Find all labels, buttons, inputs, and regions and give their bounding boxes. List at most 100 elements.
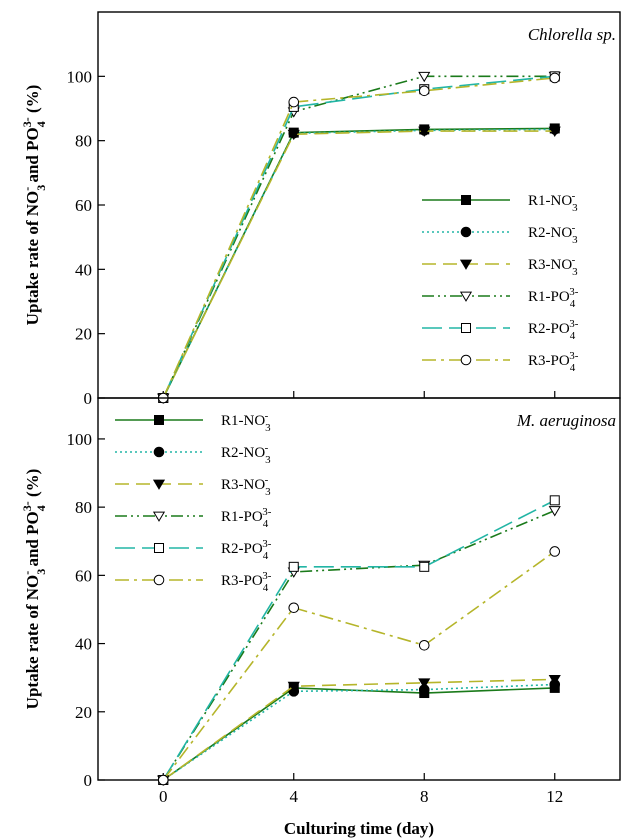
legend-item: R3-NO3- bbox=[115, 474, 271, 498]
legend-marker bbox=[152, 479, 166, 490]
legend-marker bbox=[153, 574, 165, 586]
x-tick-label: 0 bbox=[159, 787, 168, 806]
panel-1: 0 20 40 60 80 100 Chlorella sp. Uptake rate of … bbox=[20, 11, 621, 408]
data-point bbox=[418, 85, 430, 97]
x-tick-label: 12 bbox=[546, 787, 563, 806]
data-point bbox=[548, 506, 561, 517]
data-point bbox=[419, 561, 430, 572]
y-tick-label: 0 bbox=[84, 771, 93, 790]
legend-label: R1-NO3- bbox=[528, 190, 578, 214]
legend-label: R1-NO3- bbox=[221, 410, 271, 434]
y-tick-label: 60 bbox=[75, 196, 92, 215]
legend-marker bbox=[459, 259, 473, 270]
legend-item: R1-PO43- bbox=[422, 286, 579, 310]
series-R2-PO43- bbox=[158, 71, 560, 403]
panel-title: M. aeruginosa bbox=[516, 411, 616, 430]
data-point bbox=[288, 561, 299, 572]
y-tick-label: 60 bbox=[75, 566, 92, 585]
legend-item: R2-PO43- bbox=[422, 318, 579, 342]
legend-label: R2-PO43- bbox=[528, 318, 579, 342]
legend-label: R3-NO3- bbox=[528, 254, 578, 278]
series-line bbox=[162, 77, 555, 399]
data-point bbox=[549, 495, 560, 506]
panel-title: Chlorella sp. bbox=[528, 25, 616, 44]
series-line bbox=[162, 130, 555, 399]
legend-label: R3-PO43- bbox=[528, 350, 579, 374]
legend-marker bbox=[154, 543, 164, 553]
legend-marker bbox=[461, 323, 471, 333]
y-axis-title: Uptake rate of NO3- and PO43- (%) bbox=[20, 469, 48, 710]
data-point bbox=[418, 639, 430, 651]
y-tick-label: 100 bbox=[67, 430, 93, 449]
series-line bbox=[162, 678, 555, 781]
data-point bbox=[418, 71, 431, 83]
series-R2-NO3- bbox=[157, 679, 561, 786]
legend-item: R1-NO3- bbox=[422, 190, 578, 214]
x-tick-label: 4 bbox=[290, 787, 299, 806]
series-R1-NO3- bbox=[158, 123, 560, 403]
series-R1-NO3- bbox=[158, 682, 560, 785]
legend: R1-NO3- R2-NO3- R3-NO3- R1-PO43- R2-PO43- R3-… bbox=[115, 410, 272, 594]
legend-label: R1-PO43- bbox=[221, 506, 272, 530]
y-tick-label: 80 bbox=[75, 132, 92, 151]
data-point bbox=[548, 674, 561, 686]
legend: R1-NO3- R2-NO3- R3-NO3- R1-PO43- R2-PO43- R3-… bbox=[422, 190, 579, 374]
data-point bbox=[418, 678, 431, 689]
data-point bbox=[287, 681, 300, 693]
y-tick-label: 0 bbox=[84, 389, 93, 408]
legend-marker bbox=[459, 291, 473, 302]
plot-frame bbox=[97, 397, 621, 781]
legend-marker bbox=[153, 446, 165, 458]
legend-item: R1-PO43- bbox=[115, 506, 272, 530]
legend-item: R1-NO3- bbox=[115, 410, 271, 434]
legend-label: R2-NO3- bbox=[528, 222, 578, 246]
data-point bbox=[287, 129, 300, 141]
y-tick-label: 100 bbox=[67, 67, 93, 86]
data-point bbox=[549, 72, 561, 84]
series-line bbox=[162, 128, 555, 399]
panel-2: 0 20 40 60 80 100 0 4 8 12 M. aeruginosa Uptake rat… bbox=[20, 397, 621, 838]
legend-marker bbox=[460, 354, 472, 366]
legend-marker bbox=[154, 415, 164, 425]
y-tick-label: 20 bbox=[75, 325, 92, 344]
data-point bbox=[157, 774, 169, 786]
y-axis-title: Uptake rate of NO3- and PO43- (%) bbox=[20, 85, 48, 326]
series-R1-PO43- bbox=[157, 71, 561, 404]
legend-label: R3-NO3- bbox=[221, 474, 271, 498]
legend-label: R3-PO43- bbox=[221, 570, 272, 594]
x-axis-title: Culturing time (day) bbox=[284, 819, 434, 838]
series-line bbox=[162, 499, 556, 781]
legend-label: R2-NO3- bbox=[221, 442, 271, 466]
data-point bbox=[549, 546, 561, 557]
y-tick-label: 40 bbox=[75, 260, 92, 279]
legend-marker bbox=[152, 511, 166, 522]
data-point bbox=[288, 96, 300, 108]
legend-item: R3-PO43- bbox=[115, 570, 272, 594]
y-tick-label: 40 bbox=[75, 635, 92, 654]
series-line bbox=[162, 687, 555, 781]
series-R2-NO3- bbox=[157, 124, 561, 404]
series-line bbox=[162, 509, 556, 781]
series-R3-NO3- bbox=[157, 126, 561, 404]
data-point bbox=[548, 126, 561, 137]
data-point bbox=[288, 602, 300, 614]
series-R3-NO3- bbox=[157, 674, 561, 786]
legend-marker bbox=[460, 226, 472, 238]
series-line bbox=[162, 75, 555, 399]
legend-item: R3-PO43- bbox=[422, 350, 579, 374]
series-R3-PO43- bbox=[157, 72, 561, 404]
data-point bbox=[418, 126, 431, 137]
series-line bbox=[162, 550, 556, 781]
legend-item: R2-NO3- bbox=[422, 222, 578, 246]
legend-label: R1-PO43- bbox=[528, 286, 579, 310]
legend-item: R3-NO3- bbox=[422, 254, 578, 278]
series-line bbox=[162, 683, 555, 781]
legend-marker bbox=[461, 195, 471, 205]
legend-item: R2-NO3- bbox=[115, 442, 271, 466]
series-line bbox=[162, 75, 555, 399]
y-tick-label: 80 bbox=[75, 498, 92, 517]
legend-label: R2-PO43- bbox=[221, 538, 272, 562]
x-tick-label: 8 bbox=[420, 787, 429, 806]
legend-item: R2-PO43- bbox=[115, 538, 272, 562]
